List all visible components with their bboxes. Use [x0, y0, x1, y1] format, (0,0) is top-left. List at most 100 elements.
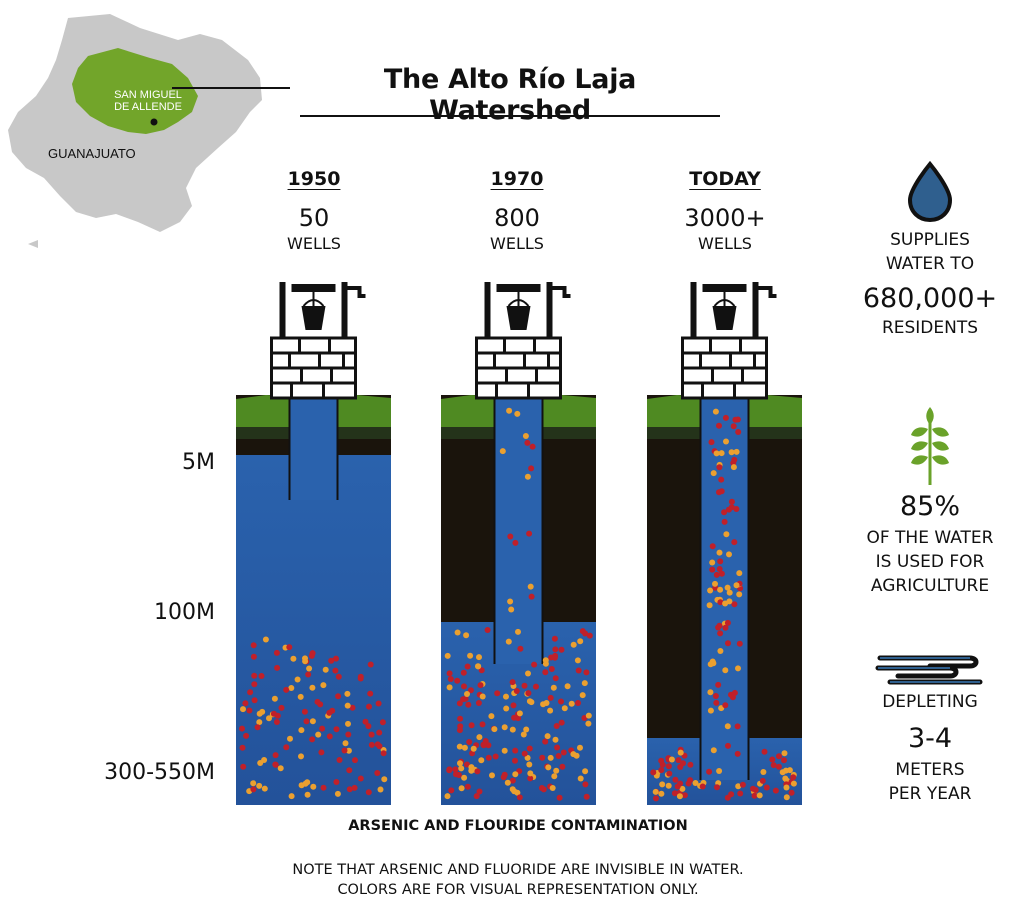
contaminant-dot [736, 640, 743, 647]
contaminant-dot [365, 789, 372, 796]
depletion-stat-line3: PER YEAR [888, 784, 972, 804]
contaminant-dot [485, 754, 492, 761]
contaminant-dot [479, 693, 486, 700]
well-count-1950: 50 [298, 204, 330, 232]
contaminant-dot [577, 775, 584, 782]
contaminant-dot [259, 708, 266, 715]
contaminant-dot [332, 667, 339, 674]
contaminant-dot [735, 665, 741, 672]
contaminant-dot [732, 416, 739, 423]
contaminant-dot [501, 771, 508, 778]
contaminant-dot [723, 438, 729, 445]
contaminant-dot [545, 764, 552, 771]
contaminant-dot [760, 769, 767, 775]
contaminant-dot [367, 690, 374, 697]
contaminant-dot [728, 498, 735, 505]
contaminant-dot [516, 794, 523, 801]
contaminant-dot [724, 619, 731, 626]
contaminant-dot [575, 700, 581, 706]
contaminant-dot [283, 686, 290, 693]
contaminant-dot [525, 670, 531, 677]
contaminant-dot [650, 769, 657, 776]
contaminant-dot [769, 756, 776, 763]
contaminant-dot [575, 667, 582, 674]
contaminant-dot [737, 790, 744, 797]
contaminant-dot [480, 742, 487, 749]
contaminant-dot [717, 599, 724, 606]
contaminant-dot [560, 749, 567, 756]
contaminant-dot [554, 744, 561, 751]
contaminant-dot [345, 747, 352, 754]
contaminant-dot [776, 753, 782, 760]
contaminant-dot [365, 723, 372, 730]
contaminant-dot [528, 593, 535, 600]
contaminant-dot [728, 449, 735, 456]
contaminant-dot [716, 768, 723, 774]
contaminant-dot [582, 630, 589, 637]
contaminant-dot [475, 663, 482, 670]
contaminant-dot [726, 551, 732, 558]
contaminant-dot [659, 781, 666, 788]
contaminant-dot [763, 784, 770, 791]
contaminant-dot [517, 645, 524, 652]
contaminant-dot [577, 638, 584, 645]
contaminant-dot [542, 669, 549, 676]
contaminant-dot [717, 648, 724, 654]
contaminant-dot [551, 635, 558, 642]
contaminant-dot [476, 734, 483, 741]
contaminant-dot [585, 712, 592, 719]
contaminant-dot [457, 760, 463, 767]
contaminant-dot [527, 770, 534, 777]
contaminant-dot [512, 771, 519, 778]
contaminant-dot [718, 570, 725, 577]
contaminant-dot [725, 742, 731, 749]
well-column-1970 [441, 282, 596, 805]
depletion-stat-line1: DEPLETING [882, 692, 978, 712]
aquifer-water-1950 [236, 455, 391, 805]
contaminant-dot [731, 601, 738, 608]
contaminant-dot [726, 598, 733, 605]
contaminant-dot [461, 683, 467, 690]
contaminant-dot [381, 776, 388, 783]
contaminant-dot [770, 762, 777, 769]
contaminant-dot [242, 700, 249, 707]
contaminant-dot [475, 700, 482, 706]
contaminant-dot [452, 766, 459, 773]
contaminant-dot [318, 749, 325, 756]
contaminant-dot [782, 775, 789, 782]
contaminant-dot [788, 789, 795, 796]
contaminant-dot [374, 741, 381, 748]
contaminant-dot [473, 793, 480, 800]
agriculture-stat-line1: OF THE WATER [866, 528, 994, 548]
note-line2: COLORS ARE FOR VISUAL REPRESENTATION ONL… [337, 882, 699, 898]
contaminant-dot [320, 682, 327, 689]
alto-rio-laja-watershed-area [72, 48, 198, 134]
contaminant-dot [531, 661, 538, 668]
contaminant-dot [721, 509, 728, 516]
contaminant-dot [333, 779, 340, 785]
contaminant-dot [298, 753, 304, 760]
contaminant-dot [476, 788, 483, 795]
contaminant-dot [379, 719, 386, 726]
contaminant-dot [262, 636, 269, 643]
water-stat-line1: SUPPLIES [890, 230, 970, 250]
well-shaft-1970 [494, 395, 543, 664]
contaminant-dot [583, 669, 590, 676]
contaminant-dot [718, 476, 725, 483]
contaminant-dot [488, 713, 495, 720]
contaminant-dot [676, 793, 683, 800]
contaminant-dot [506, 407, 513, 414]
contaminant-dot [716, 489, 722, 496]
contaminant-dot [666, 770, 673, 777]
contaminant-dot [467, 652, 474, 659]
contaminant-dot [266, 715, 272, 722]
contaminant-dot [334, 790, 341, 797]
depth-label-100m: 100M [154, 600, 215, 625]
contaminant-dot [548, 666, 555, 672]
well-post-right-1950 [341, 282, 348, 338]
contaminant-dot [272, 761, 279, 768]
contaminant-dot [713, 699, 720, 706]
contaminant-dot [527, 583, 534, 590]
contaminant-dot [551, 654, 558, 661]
contaminant-dot [515, 628, 521, 635]
